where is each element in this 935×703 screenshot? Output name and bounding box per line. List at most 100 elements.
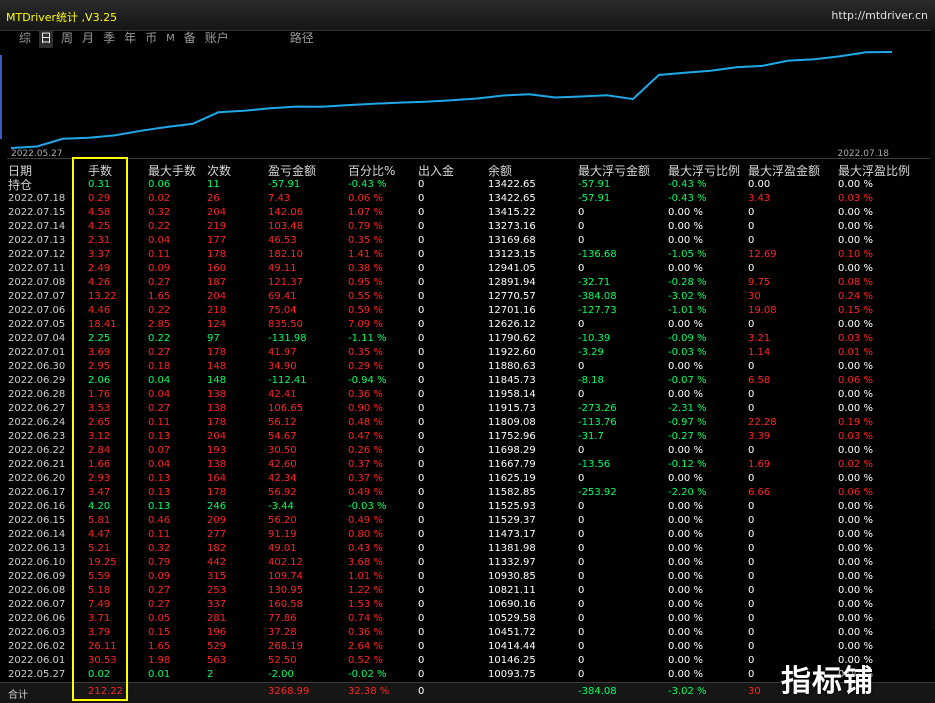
cell-pnl: 30.50 (268, 445, 297, 456)
tab-week[interactable]: 周 (61, 31, 74, 45)
cell-mfp-amt: 1.69 (748, 459, 771, 470)
cell-pnl: -2.00 (268, 669, 294, 680)
cell-pnl: -3.44 (268, 501, 294, 512)
cell-count: 196 (207, 627, 227, 638)
cell-io: 0 (418, 543, 425, 554)
cell-mdd-amt: 0 (578, 319, 585, 330)
cell-mfp-amt: 3.21 (748, 333, 771, 344)
cell-pct: -0.94 % (348, 375, 387, 386)
cell-mfp-amt: 0 (748, 529, 755, 540)
cell-pct: 0.59 % (348, 305, 383, 316)
cell-date: 2022.07.01 (8, 347, 66, 358)
table-row: 2022.06.07 7.49 0.27 337 160.58 1.53 % 0 10690.… (0, 598, 935, 612)
cell-balance: 12891.94 (488, 277, 536, 288)
cell-mdd-amt: -253.92 (578, 487, 617, 498)
cell-lots: 4.46 (88, 305, 111, 316)
cell-mfp-amt: 22.28 (748, 417, 777, 428)
cell-mdd-amt: 0 (578, 501, 585, 512)
cell-io: 0 (418, 417, 425, 428)
cell-mdd-amt: 0 (578, 263, 585, 274)
tab-path[interactable]: 路径 (289, 31, 314, 45)
total-label: 合计 (8, 690, 28, 701)
cell-max-lots: 0.13 (148, 501, 171, 512)
cell-date: 2022.06.15 (8, 515, 66, 526)
tab-year[interactable]: 年 (124, 31, 137, 45)
total-deposit: 0 (418, 686, 425, 697)
cell-mdd-pct: 0.00 % (668, 207, 703, 218)
cell-max-lots: 0.04 (148, 459, 171, 470)
cell-count: 529 (207, 641, 227, 652)
cell-mdd-amt: -57.91 (578, 193, 611, 204)
cell-mfp-amt: 1.14 (748, 347, 771, 358)
cell-balance: 13415.22 (488, 207, 536, 218)
cell-mdd-pct: 0.00 % (668, 543, 703, 554)
cell-count: 138 (207, 459, 227, 470)
cell-date: 2022.05.27 (8, 669, 66, 680)
cell-date: 持仓 (8, 178, 33, 192)
cell-date: 2022.06.06 (8, 613, 66, 624)
right-scrollbar[interactable] (931, 30, 935, 630)
cell-max-lots: 1.65 (148, 641, 171, 652)
cell-mfp-pct: 0.00 % (838, 403, 873, 414)
cell-mfp-pct: 0.06 % (838, 375, 873, 386)
cell-date: 2022.07.04 (8, 333, 66, 344)
cell-mdd-amt: 0 (578, 473, 585, 484)
cell-mdd-pct: -0.09 % (668, 333, 707, 344)
cell-mdd-pct: 0.00 % (668, 389, 703, 400)
cell-io: 0 (418, 641, 425, 652)
table-row: 2022.06.14 4.47 0.11 277 91.19 0.80 % 0 11473.1… (0, 528, 935, 542)
tab-notes[interactable]: 备 (183, 31, 196, 45)
tab-quarter[interactable]: 季 (103, 31, 116, 45)
cell-mfp-amt: 0 (748, 515, 755, 526)
cell-pnl: 37.28 (268, 627, 297, 638)
tab-month[interactable]: 月 (82, 31, 95, 45)
cell-pnl: 75.04 (268, 305, 297, 316)
cell-mdd-amt: 0 (578, 571, 585, 582)
cell-mfp-pct: 0.00 % (838, 585, 873, 596)
tab-magic[interactable]: M (166, 33, 175, 44)
cell-mfp-pct: 0.00 % (838, 207, 873, 218)
cell-mfp-pct: 0.03 % (838, 431, 873, 442)
cell-max-lots: 0.32 (148, 543, 171, 554)
tab-day[interactable]: 日 (39, 30, 54, 48)
cell-pnl: 42.41 (268, 389, 297, 400)
cell-io: 0 (418, 305, 425, 316)
table-row: 2022.06.21 1.66 0.04 138 42.60 0.37 % 0 11667.7… (0, 458, 935, 472)
cell-mdd-pct: -2.31 % (668, 403, 707, 414)
cell-pnl: 835.50 (268, 319, 303, 330)
cell-pnl: 7.43 (268, 193, 291, 204)
cell-mfp-pct: 0.00 % (838, 235, 873, 246)
cell-max-lots: 0.46 (148, 515, 171, 526)
cell-count: 442 (207, 557, 227, 568)
tab-summary[interactable]: 综 (19, 31, 32, 45)
cell-date: 2022.06.10 (8, 557, 66, 568)
cell-mdd-pct: 0.00 % (668, 263, 703, 274)
cell-mdd-amt: 0 (578, 655, 585, 666)
cell-count: 204 (207, 431, 227, 442)
cell-pct: 0.36 % (348, 389, 383, 400)
cell-date: 2022.06.13 (8, 543, 66, 554)
tab-currency[interactable]: 币 (145, 31, 158, 45)
cell-io: 0 (418, 319, 425, 330)
table-row: 2022.06.24 2.65 0.11 178 56.12 0.48 % 0 11809.0… (0, 416, 935, 430)
cell-balance: 10529.58 (488, 613, 536, 624)
cell-mfp-pct: 0.00 % (838, 655, 873, 666)
table-row: 2022.07.15 4.58 0.32 204 142.06 1.07 % 0 13415.… (0, 206, 935, 220)
cell-mfp-amt: 6.58 (748, 375, 771, 386)
cell-max-lots: 0.04 (148, 375, 171, 386)
cell-date: 2022.07.06 (8, 305, 66, 316)
table-row: 2022.06.13 5.21 0.32 182 49.01 0.43 % 0 11381.9… (0, 542, 935, 556)
app-url-link[interactable]: http://mtdriver.cn (831, 9, 928, 22)
cell-max-lots: 1.65 (148, 291, 171, 302)
cell-mfp-amt: 0 (748, 669, 755, 680)
header-max-lots: 最大手数 (148, 164, 197, 178)
cell-pnl: 142.06 (268, 207, 303, 218)
cell-mdd-amt: -8.18 (578, 375, 604, 386)
cell-lots: 26.11 (88, 641, 117, 652)
tab-account[interactable]: 账户 (204, 31, 229, 45)
cell-max-lots: 0.22 (148, 333, 171, 344)
cell-mfp-pct: 0.00 % (838, 501, 873, 512)
cell-mdd-pct: 0.00 % (668, 515, 703, 526)
cell-lots: 3.12 (88, 431, 111, 442)
cell-lots: 2.31 (88, 235, 111, 246)
